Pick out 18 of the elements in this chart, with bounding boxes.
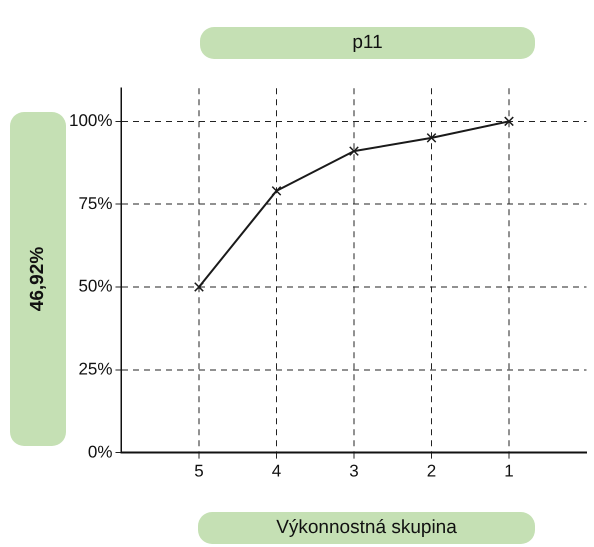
y-tick-label: 0% — [88, 442, 112, 462]
y-axis-title: 46,92% — [27, 246, 49, 312]
chart-title: p11 — [200, 27, 535, 59]
y-tick-label: 100% — [68, 111, 112, 130]
point — [504, 116, 514, 126]
point — [271, 186, 282, 196]
point — [426, 132, 436, 143]
x-tick-label: 4 — [272, 461, 282, 480]
y-tick-label: 50% — [78, 276, 112, 296]
point — [194, 282, 204, 292]
x-tick-label: 1 — [504, 461, 514, 480]
x-tick-label: 2 — [426, 461, 436, 480]
y-tick-label: 25% — [78, 359, 112, 378]
y-tick-label: 75% — [78, 194, 112, 213]
x-tick-label: 3 — [349, 461, 359, 480]
x-tick-label: 5 — [194, 461, 204, 480]
point — [348, 146, 359, 156]
x-axis-title: Výkonnostná skupina — [198, 512, 535, 544]
